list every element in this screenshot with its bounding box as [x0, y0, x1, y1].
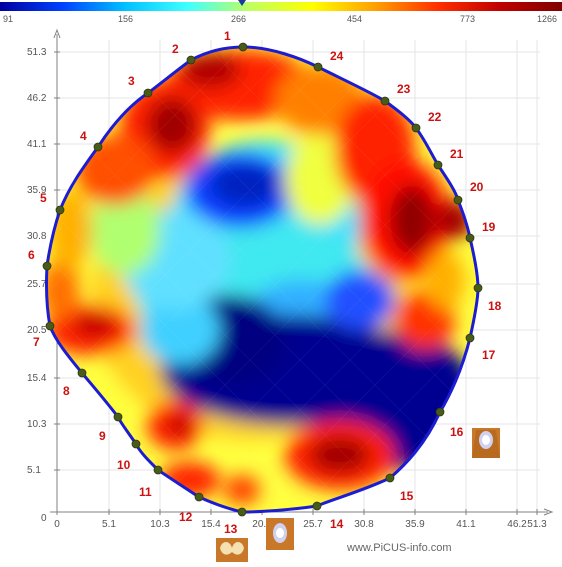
x-tick-label: 35.9 — [405, 519, 425, 530]
tree-trunk-icon — [266, 518, 294, 550]
sensor-point[interactable] — [312, 501, 322, 511]
sensor-point[interactable] — [411, 123, 421, 133]
sensor-label: 19 — [482, 220, 496, 234]
x-axis-arrow-icon — [543, 508, 554, 516]
color-scale-tick: 91 — [3, 14, 13, 24]
color-scale-tick: 454 — [347, 14, 362, 24]
x-tick-label: 41.1 — [456, 519, 476, 530]
y-axis-arrow-icon — [53, 28, 61, 39]
sensor-label: 4 — [80, 129, 87, 143]
sensor-point[interactable] — [131, 439, 141, 449]
x-tick-label: 15.4 — [201, 519, 221, 530]
sensor-point[interactable] — [238, 42, 248, 52]
sensor-label: 6 — [28, 248, 35, 262]
sensor-label: 20 — [470, 180, 484, 194]
sensor-point[interactable] — [113, 412, 123, 422]
sensor-point[interactable] — [93, 142, 103, 152]
sensor-point[interactable] — [77, 368, 87, 378]
x-tick-label: 51.3 — [527, 519, 547, 530]
y-tick-label: 41.1 — [27, 139, 47, 150]
sensor-point[interactable] — [465, 233, 475, 243]
sensor-label: 18 — [488, 299, 502, 313]
sensor-label: 15 — [400, 489, 414, 503]
sensor-point[interactable] — [385, 473, 395, 483]
sensor-point[interactable] — [42, 261, 52, 271]
sensor-point[interactable] — [237, 507, 247, 517]
sensor-label: 21 — [450, 147, 464, 161]
color-scale-marker-icon — [238, 0, 246, 6]
sensor-label: 14 — [330, 517, 344, 531]
sensor-label: 23 — [397, 82, 411, 96]
x-tick-label: 5.1 — [102, 519, 116, 530]
sensor-label: 5 — [40, 191, 47, 205]
sensor-point[interactable] — [453, 195, 463, 205]
y-tick-label: 10.3 — [27, 419, 47, 430]
origin-label: 0 — [41, 513, 47, 524]
sensor-label: 10 — [117, 458, 131, 472]
sensor-label: 9 — [99, 429, 106, 443]
y-tick-label: 25.7 — [27, 279, 47, 290]
y-tick-label: 20.5 — [27, 325, 47, 336]
x-tick-label: 0 — [54, 519, 60, 530]
sensor-label: 8 — [63, 384, 70, 398]
y-tick-label: 51.3 — [27, 47, 47, 58]
x-tick-label: 20.5 — [252, 519, 272, 530]
sensor-label: 1 — [224, 29, 231, 43]
sensor-label: 24 — [330, 49, 344, 63]
sensor-point[interactable] — [473, 283, 483, 293]
x-tick-label: 25.7 — [303, 519, 323, 530]
color-scale-tick: 266 — [231, 14, 246, 24]
sensor-point[interactable] — [435, 407, 445, 417]
sensor-label: 2 — [172, 42, 179, 56]
color-scale: 91 156 266 454 773 1266 — [0, 0, 562, 24]
sensor-label: 7 — [33, 335, 40, 349]
sensor-point[interactable] — [45, 321, 55, 331]
sensor-label: 3 — [128, 74, 135, 88]
y-tick-label: 46.2 — [27, 93, 47, 104]
sensor-label: 16 — [450, 425, 464, 439]
y-tick-label: 35.9 — [27, 185, 47, 196]
color-scale-tick: 773 — [460, 14, 475, 24]
color-scale-tick: 156 — [118, 14, 133, 24]
sensor-label: 11 — [139, 485, 152, 499]
x-axis-ticks: 0 5.1 10.3 15.4 20.5 25.7 30.8 35.9 41.1 46.2 51.3 — [54, 509, 547, 530]
sensor-point[interactable] — [186, 55, 196, 65]
color-scale-bar — [0, 2, 562, 11]
sensor-point[interactable] — [433, 160, 443, 170]
sensor-point[interactable] — [194, 492, 204, 502]
sensor-point[interactable] — [143, 88, 153, 98]
sensor-point[interactable] — [380, 96, 390, 106]
tree-roots-icon — [216, 538, 248, 562]
tree-trunk-icon — [472, 428, 500, 458]
x-tick-label: 30.8 — [354, 519, 374, 530]
y-tick-label: 30.8 — [27, 231, 47, 242]
color-scale-tick: 1266 — [537, 14, 557, 24]
sensor-point[interactable] — [55, 205, 65, 215]
x-tick-label: 46.2 — [507, 519, 527, 530]
x-tick-label: 10.3 — [150, 519, 170, 530]
watermark: www.PiCUS-info.com — [346, 542, 452, 554]
sensor-point[interactable] — [153, 465, 163, 475]
y-tick-label: 15.4 — [27, 373, 47, 384]
sensor-label: 13 — [224, 522, 238, 536]
sensor-point[interactable] — [465, 333, 475, 343]
y-tick-label: 5.1 — [27, 465, 41, 476]
sensor-label: 12 — [179, 510, 193, 524]
sensor-point[interactable] — [313, 62, 323, 72]
sensor-label: 22 — [428, 110, 442, 124]
sensor-label: 17 — [482, 348, 496, 362]
